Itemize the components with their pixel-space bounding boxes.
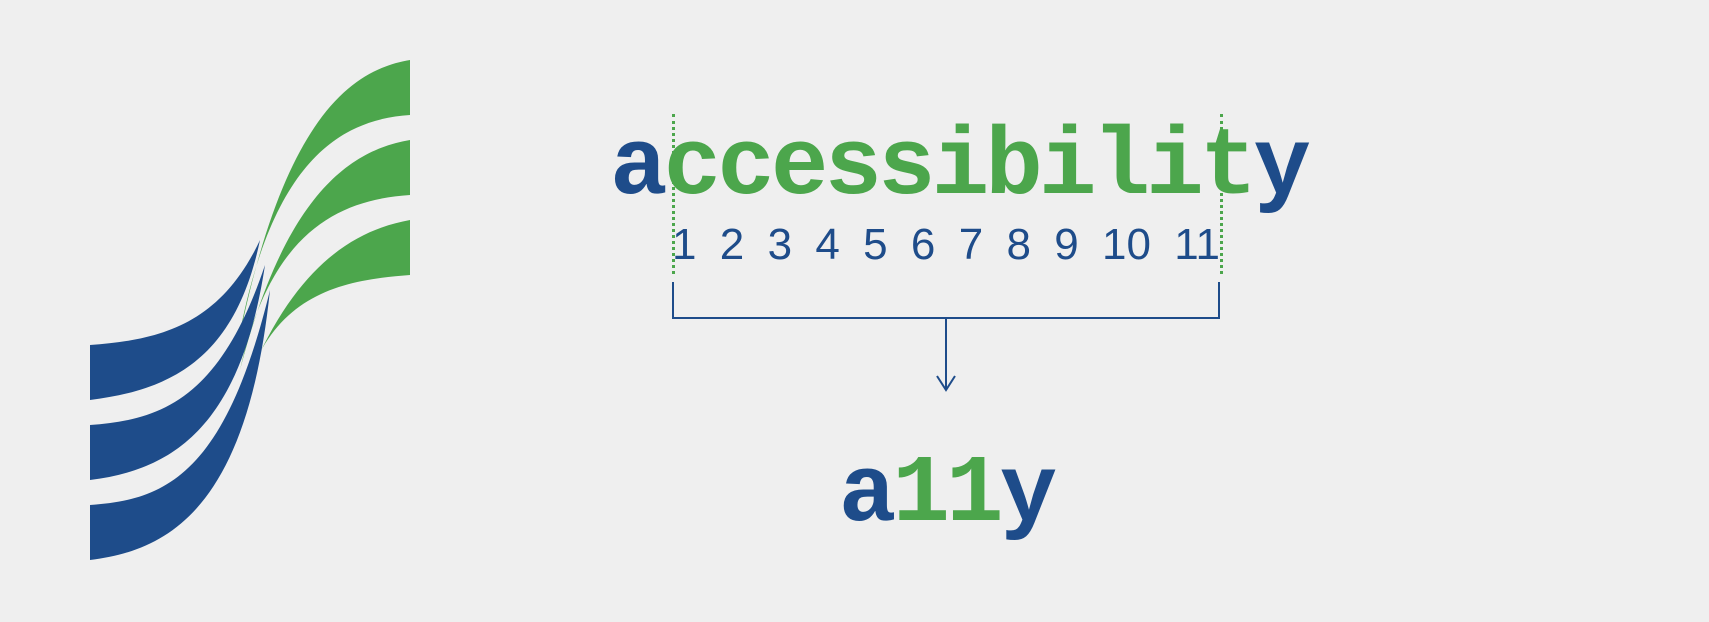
dotted-guide-right [1220,114,1223,274]
blue-stripes [90,240,270,560]
result-part: y [1000,440,1054,549]
result-part: a [839,440,893,549]
numeronym-diagram: accessibility 1234567891011 a11y [610,120,1510,270]
bracket-arrow [672,226,1220,446]
numeronym-result: a11y [610,440,1282,549]
bracket-arrow-svg [672,226,1220,426]
word-first-letter: a [610,120,664,216]
wave-logo-svg [90,60,430,560]
word-last-letter: y [1253,120,1307,216]
full-word: accessibility [610,120,1510,216]
word-middle: ccessibilit [664,120,1254,216]
wave-logo [90,60,430,560]
result-part: 11 [892,440,999,549]
